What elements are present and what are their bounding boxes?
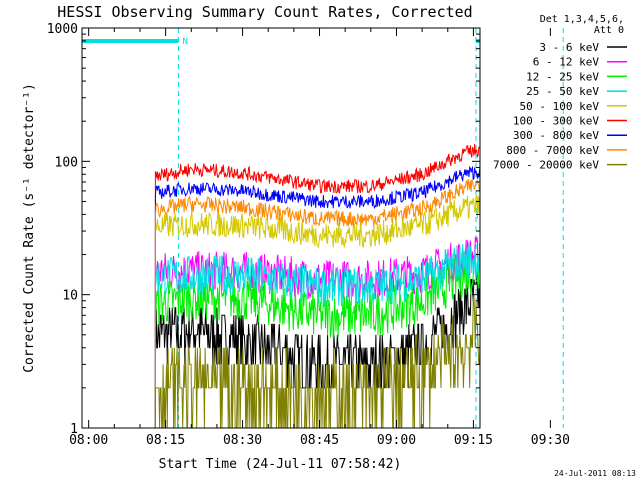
footer-timestamp: 24-Jul-2011 08:13 bbox=[554, 469, 636, 478]
y-tick-label: 100 bbox=[55, 155, 78, 170]
y-tick-label: 10 bbox=[62, 289, 78, 304]
y-tick-label: 1 bbox=[70, 422, 78, 437]
attenuator-bar: N bbox=[82, 37, 480, 47]
series-line bbox=[154, 271, 480, 428]
legend-entry-label: 100 - 300 keV bbox=[513, 115, 599, 128]
series-line bbox=[154, 179, 480, 428]
legend-entry-label: 50 - 100 keV bbox=[520, 100, 600, 113]
series-line bbox=[154, 194, 480, 428]
legend: Det 1,3,4,5,6,Att 0 3 - 6 keV 6 - 12 keV12… bbox=[493, 14, 627, 172]
x-tick-label: 09:15 bbox=[454, 433, 493, 448]
plot-frame bbox=[81, 27, 481, 429]
y-tick-label: 1000 bbox=[47, 22, 78, 37]
legend-entry-label: 300 - 800 keV bbox=[513, 129, 599, 142]
legend-entry-label: 800 - 7000 keV bbox=[506, 144, 599, 157]
x-tick-label: 08:30 bbox=[223, 433, 262, 448]
x-tick-label: 09:30 bbox=[531, 433, 570, 448]
x-tick-label: 09:00 bbox=[377, 433, 416, 448]
y-axis: 1 10 100 1000 bbox=[47, 22, 480, 437]
x-tick-label: 08:00 bbox=[69, 433, 108, 448]
series-layer bbox=[154, 143, 480, 428]
x-axis-label: Start Time (24-Jul-11 07:58:42) bbox=[159, 457, 402, 472]
series-line bbox=[154, 143, 480, 428]
x-tick-label: 08:15 bbox=[146, 433, 185, 448]
legend-entry-label: 6 - 12 keV bbox=[533, 56, 600, 69]
series-line bbox=[154, 165, 480, 428]
legend-entry-label: 12 - 25 keV bbox=[526, 70, 599, 83]
x-axis: 08:00 08:15 08:30 08:45 09:00 09:15 09:30 bbox=[69, 28, 570, 448]
series-line bbox=[154, 294, 480, 428]
legend-entry-label: 3 - 6 keV bbox=[539, 41, 599, 54]
legend-entry-label: 7000 - 20000 keV bbox=[493, 159, 599, 172]
y-axis-label: Corrected Count Rate (s⁻¹ detector⁻¹) bbox=[22, 83, 37, 373]
legend-header: Att 0 bbox=[594, 25, 624, 36]
attenuator-flag-label: N bbox=[182, 37, 187, 47]
x-tick-label: 08:45 bbox=[300, 433, 339, 448]
chart-title: HESSI Observing Summary Count Rates, Cor… bbox=[57, 3, 472, 21]
legend-header: Det 1,3,4,5,6, bbox=[540, 14, 624, 25]
series-line bbox=[154, 242, 480, 428]
legend-entry-label: 25 - 50 keV bbox=[526, 85, 599, 98]
